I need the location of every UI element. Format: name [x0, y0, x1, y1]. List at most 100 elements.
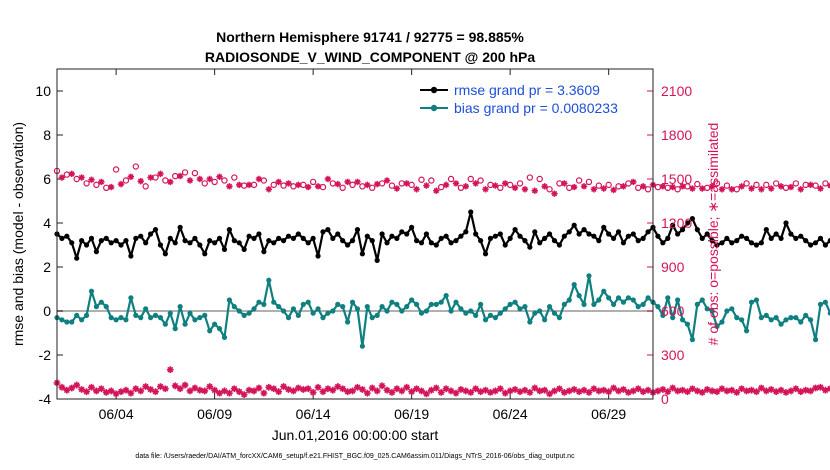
rmse-point — [812, 240, 819, 246]
rmse-point — [74, 255, 80, 261]
rmse-point — [448, 240, 454, 246]
rmse-point — [423, 231, 430, 237]
bias-point — [507, 301, 513, 307]
rmse-point — [473, 231, 479, 237]
bias-point — [202, 312, 208, 318]
obs-assimilated-point — [403, 180, 410, 187]
bias-point — [152, 312, 159, 318]
bias-point — [719, 319, 725, 325]
bias-point — [763, 312, 769, 318]
rmse-point — [354, 227, 361, 233]
bias-point — [546, 304, 553, 310]
rmse-point — [64, 233, 70, 239]
obs-assimilated-point — [88, 176, 95, 183]
bias-point — [369, 315, 375, 321]
x-tick-label: 06/09 — [197, 406, 232, 422]
obs-assimilated-point — [541, 386, 549, 394]
rmse-point — [143, 240, 149, 246]
obs-assimilated-point — [817, 185, 824, 192]
obs-assimilated-point — [644, 386, 652, 394]
obs-assimilated-point — [575, 388, 583, 396]
obs-assimilated-point — [324, 385, 332, 393]
obs-assimilated-point — [728, 386, 736, 394]
obs-assimilated-point — [305, 183, 312, 191]
bias-point — [670, 315, 676, 321]
rmse-point — [551, 238, 558, 244]
legend: rmse grand pr = 3.3609 bias grand pr = 0… — [420, 82, 618, 116]
rmse-point — [394, 235, 400, 241]
obs-assimilated-point — [708, 183, 716, 190]
obs-assimilated-point — [102, 389, 110, 396]
obs-assimilated-point — [610, 384, 617, 392]
obs-assimilated-point — [590, 186, 598, 193]
obs-assimilated-point — [58, 383, 66, 391]
obs-assimilated-point — [467, 389, 475, 396]
obs-assimilated-point — [767, 386, 775, 393]
bias-point — [177, 304, 183, 310]
obs-assimilated-point — [354, 383, 361, 391]
obs-assimilated-point — [358, 386, 366, 393]
bias-point — [335, 301, 341, 307]
y-right-tick-label: 2100 — [661, 83, 692, 99]
bias-point — [492, 315, 498, 321]
obs-assimilated-point — [181, 381, 189, 389]
obs-assimilated-point — [777, 183, 785, 190]
bias-point — [566, 297, 572, 303]
x-tick-label: 06/29 — [591, 406, 626, 422]
obs-assimilated-point — [708, 387, 716, 395]
bias-point — [172, 326, 178, 332]
rmse-point — [79, 238, 85, 244]
obs-possible-point — [231, 174, 238, 181]
y-tick-label: 6 — [43, 171, 51, 187]
rmse-point — [241, 246, 247, 252]
obs-assimilated-point — [88, 383, 95, 391]
bias-point — [305, 299, 311, 305]
rmse-point — [537, 240, 543, 246]
series-obs-assimilated-upper — [58, 170, 830, 197]
obs-possible-point — [369, 184, 376, 191]
rmse-point — [345, 242, 351, 248]
rmse-point — [482, 251, 489, 257]
obs-assimilated-point — [423, 390, 430, 398]
rmse-point — [207, 238, 213, 244]
rmse-point — [290, 235, 297, 241]
bias-point — [74, 312, 80, 318]
obs-assimilated-point — [521, 386, 529, 394]
obs-assimilated-point — [373, 387, 381, 395]
obs-possible-point — [93, 181, 100, 189]
obs-possible-point — [575, 177, 583, 184]
obs-assimilated-point — [605, 388, 613, 396]
obs-assimilated-point — [521, 186, 529, 193]
obs-assimilated-point — [620, 183, 627, 190]
bias-point — [601, 288, 607, 294]
obs-assimilated-point — [743, 387, 750, 395]
bias-point — [699, 297, 705, 303]
rmse-point — [458, 233, 464, 239]
obs-possible-point — [132, 163, 140, 170]
obs-assimilated-point — [373, 180, 381, 188]
chart-subtitle: RADIOSONDE_V_WIND_COMPONENT @ 200 hPa — [205, 49, 535, 65]
bias-point — [157, 315, 164, 321]
obs-possible-point — [428, 177, 435, 184]
rmse-point — [610, 235, 617, 241]
rmse-point — [586, 231, 592, 237]
obs-possible-point — [201, 180, 208, 187]
bias-point — [423, 308, 430, 314]
obs-assimilated-point — [491, 387, 499, 395]
obs-assimilated-point — [546, 390, 553, 398]
bias-point — [709, 308, 715, 314]
obs-assimilated-point — [280, 383, 287, 390]
obs-assimilated-point — [250, 387, 258, 395]
obs-assimilated-point — [206, 383, 214, 390]
x-tick-label: 06/14 — [296, 406, 331, 422]
obs-possible-point — [467, 175, 474, 183]
bias-point — [364, 304, 370, 310]
x-tick-label: 06/24 — [493, 406, 528, 422]
obs-possible-point — [644, 186, 652, 193]
rmse-point — [571, 222, 577, 228]
rmse-point — [709, 238, 715, 244]
rmse-point — [221, 246, 228, 252]
obs-possible-point — [694, 180, 701, 188]
obs-possible-point — [497, 184, 504, 191]
bias-point — [59, 317, 65, 323]
